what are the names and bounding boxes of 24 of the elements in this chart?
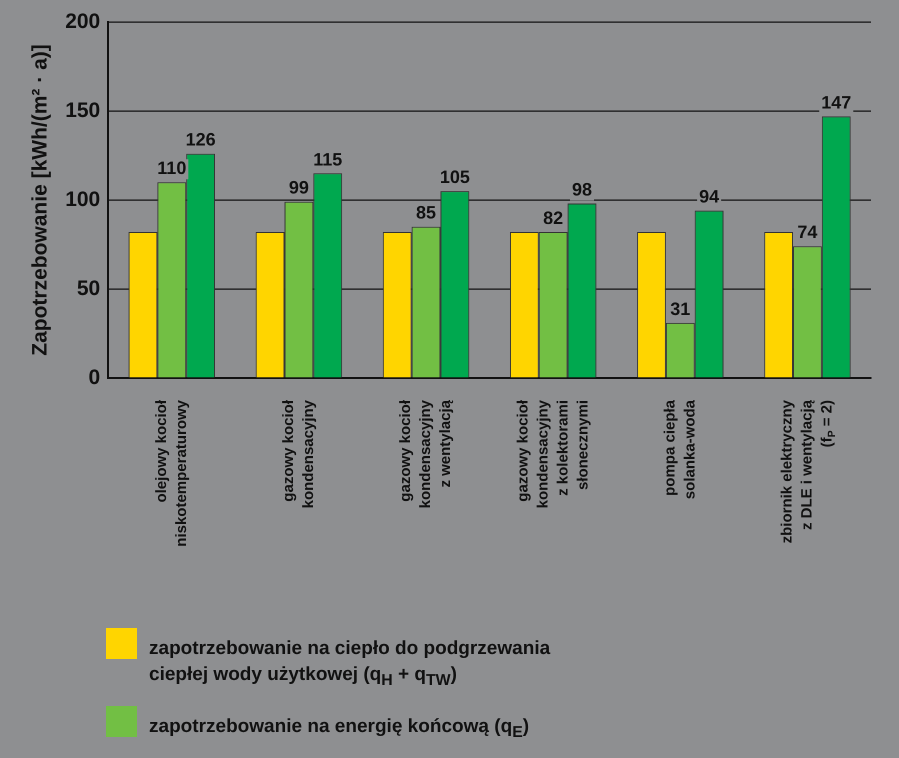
- data-label: 94: [699, 186, 720, 207]
- x-tick-label: olejowy kocioł niskotemperaturowy: [152, 399, 190, 547]
- x-tick-label: gazowy kocioł kondensacyjny z kolektorami słonecznymi: [514, 399, 592, 508]
- data-label: 82: [543, 208, 564, 228]
- data-label: 110: [157, 158, 186, 178]
- y-tick-label: 50: [76, 276, 100, 300]
- data-label: 31: [670, 298, 690, 319]
- data-label: 115: [313, 149, 342, 170]
- data-label: 74: [797, 222, 818, 242]
- y-tick-label: 0: [88, 366, 100, 389]
- x-tick-label: gazowy kocioł kondensacyjny z wentylacją: [397, 399, 454, 508]
- y-tick-label: 150: [65, 98, 100, 122]
- legend-label: zapotrzebowanie na energię końcową (q$_{E}$): [149, 714, 530, 743]
- data-label: 105: [440, 167, 470, 188]
- x-tick-label: pompa ciepła solanka-woda: [661, 399, 698, 500]
- y-tick-label: 200: [65, 10, 100, 33]
- y-axis-title: Zapotrzebowanie [kWh/(m² · a)]: [28, 44, 52, 356]
- legend-label: zapotrzebowanie na ciepło do podgrzewania ciepłej wody użytkowej (q$_{H}$ + q$_{TW}$): [149, 637, 550, 691]
- data-label: 147: [821, 92, 852, 112]
- data-label: 99: [288, 178, 309, 198]
- data-label: 126: [186, 130, 216, 150]
- y-tick-label: 100: [65, 188, 100, 211]
- data-label: 98: [572, 180, 592, 200]
- data-label: 85: [416, 202, 436, 223]
